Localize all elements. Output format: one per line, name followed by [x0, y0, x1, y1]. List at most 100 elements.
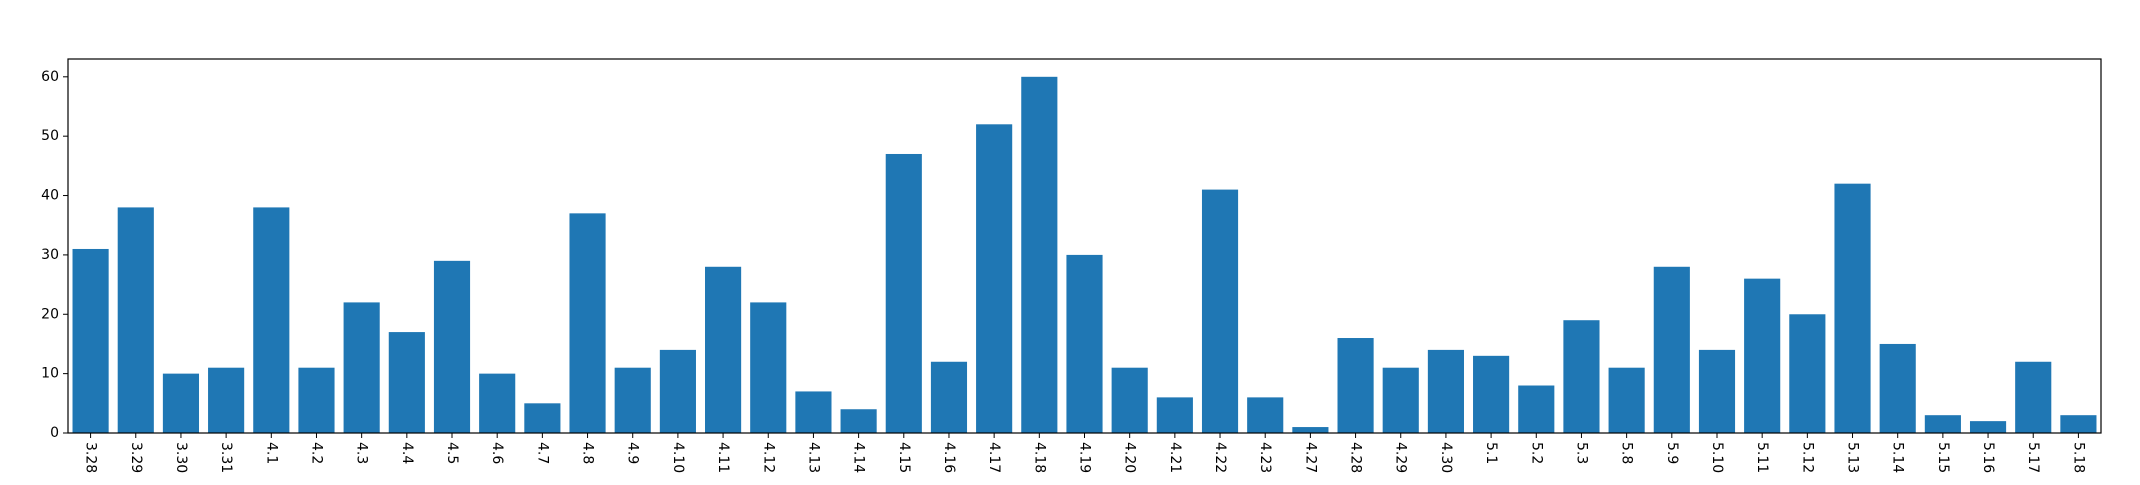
bar-4.30	[1427, 349, 1464, 433]
x-tick-label: 4.11	[715, 442, 731, 473]
x-tick-label: 4.10	[670, 442, 686, 473]
x-tick-label: 4.8	[580, 442, 596, 464]
y-tick-label: 30	[41, 247, 59, 263]
bar-4.7	[524, 403, 561, 433]
plot-frame	[67, 58, 2102, 434]
x-tick-label: 4.15	[896, 442, 912, 473]
bar-5.12	[1789, 314, 1826, 433]
x-tick-label: 5.13	[1845, 442, 1861, 473]
bar-5.15	[1924, 415, 1961, 433]
x-tick-label: 5.8	[1619, 442, 1635, 464]
bar-4.2	[298, 367, 335, 433]
x-tick-label: 4.2	[308, 442, 324, 464]
y-tick-label: 50	[41, 128, 59, 144]
x-tick-label: 4.17	[986, 442, 1002, 473]
y-tick-label: 10	[41, 366, 59, 382]
bar-4.14	[840, 409, 877, 433]
bar-5.18	[2060, 415, 2097, 433]
bar-4.23	[1247, 397, 1284, 433]
bar-4.27	[1292, 427, 1329, 433]
bar-4.13	[795, 391, 832, 433]
x-tick-label: 5.11	[1754, 442, 1770, 473]
x-tick-label: 5.14	[1890, 442, 1906, 473]
y-axis: 0 10 20 30 40 50 60	[41, 69, 68, 441]
x-tick-label: 4.21	[1167, 442, 1183, 473]
bar-4.18	[1021, 76, 1058, 433]
x-tick-label: 4.20	[1122, 442, 1138, 473]
x-tick-label: 5.16	[1980, 442, 1996, 473]
x-tick-label: 4.6	[489, 442, 505, 464]
bar-4.20	[1111, 367, 1148, 433]
x-tick-label: 5.2	[1528, 442, 1544, 464]
x-tick-label: 4.4	[399, 442, 415, 464]
bar-4.21	[1156, 397, 1193, 433]
bar-3.30	[162, 373, 200, 433]
bar-5.1	[1473, 355, 1510, 433]
y-tick-label: 40	[41, 188, 59, 204]
bar-4.28	[1337, 338, 1374, 433]
bar-4.10	[659, 349, 696, 433]
bar-5.3	[1563, 320, 1600, 433]
x-tick-label: 5.12	[1799, 442, 1815, 473]
x-tick-label: 4.16	[941, 442, 957, 473]
bar-4.19	[1066, 254, 1103, 433]
x-tick-label: 4.1	[263, 442, 279, 464]
y-tick-label: 60	[41, 69, 59, 85]
x-tick-label: 3.30	[173, 442, 189, 473]
bar-4.4	[388, 332, 425, 433]
x-tick-label: 4.13	[805, 442, 821, 473]
y-tick-label: 20	[41, 306, 59, 322]
bar-4.29	[1382, 367, 1419, 433]
x-tick-label: 4.22	[1212, 442, 1228, 473]
x-axis: 3.28 3.29 3.30 3.31 4.1 4.2 4.3 4.4 4.5 4.6 4.7 4.8…	[83, 433, 2086, 473]
bar-4.11	[705, 266, 742, 433]
x-tick-label: 3.29	[128, 442, 144, 473]
bar-4.8	[569, 213, 606, 433]
bar-5.16	[1969, 421, 2007, 433]
x-tick-label: 4.7	[534, 442, 550, 464]
x-tick-label: 4.29	[1393, 442, 1409, 473]
x-tick-label: 4.30	[1438, 442, 1454, 473]
bar-4.1	[253, 207, 290, 433]
bar-5.17	[2015, 361, 2052, 433]
bar-5.2	[1518, 385, 1555, 433]
bars-layer	[72, 76, 2097, 434]
bar-5.13	[1834, 183, 1871, 433]
bar-4.22	[1201, 189, 1239, 433]
x-tick-label: 4.12	[760, 442, 776, 473]
x-tick-label: 5.3	[1573, 442, 1589, 464]
bar-4.16	[930, 361, 968, 433]
x-tick-label: 4.14	[851, 442, 867, 473]
bar-5.9	[1653, 266, 1690, 433]
bar-4.3	[343, 302, 380, 433]
bar-3.29	[117, 207, 154, 433]
x-tick-label: 5.1	[1483, 442, 1499, 464]
bar-4.5	[433, 260, 471, 433]
x-tick-label: 4.23	[1257, 442, 1273, 473]
x-tick-label: 5.17	[2025, 442, 2041, 473]
x-tick-label: 4.3	[354, 442, 370, 464]
bar-3.31	[208, 367, 245, 433]
x-tick-label: 4.9	[625, 442, 641, 464]
bar-4.12	[750, 302, 787, 433]
x-tick-label: 4.18	[1031, 442, 1047, 473]
bar-5.11	[1744, 278, 1781, 433]
x-tick-label: 5.9	[1664, 442, 1680, 464]
bar-4.9	[614, 367, 651, 433]
bar-5.14	[1879, 343, 1916, 433]
x-tick-label: 4.19	[1077, 442, 1093, 473]
bar-4.15	[885, 153, 922, 434]
y-tick-label: 0	[50, 425, 59, 441]
x-tick-label: 4.27	[1302, 442, 1318, 473]
bar-3.28	[72, 248, 109, 433]
bar-4.6	[479, 373, 516, 433]
x-tick-label: 3.28	[83, 442, 99, 473]
bar-4.17	[976, 124, 1013, 434]
x-tick-label: 3.31	[218, 442, 234, 473]
x-tick-label: 4.5	[444, 442, 460, 464]
bar-5.10	[1698, 349, 1736, 433]
x-tick-label: 5.15	[1935, 442, 1951, 473]
bar-5.8	[1608, 367, 1645, 433]
